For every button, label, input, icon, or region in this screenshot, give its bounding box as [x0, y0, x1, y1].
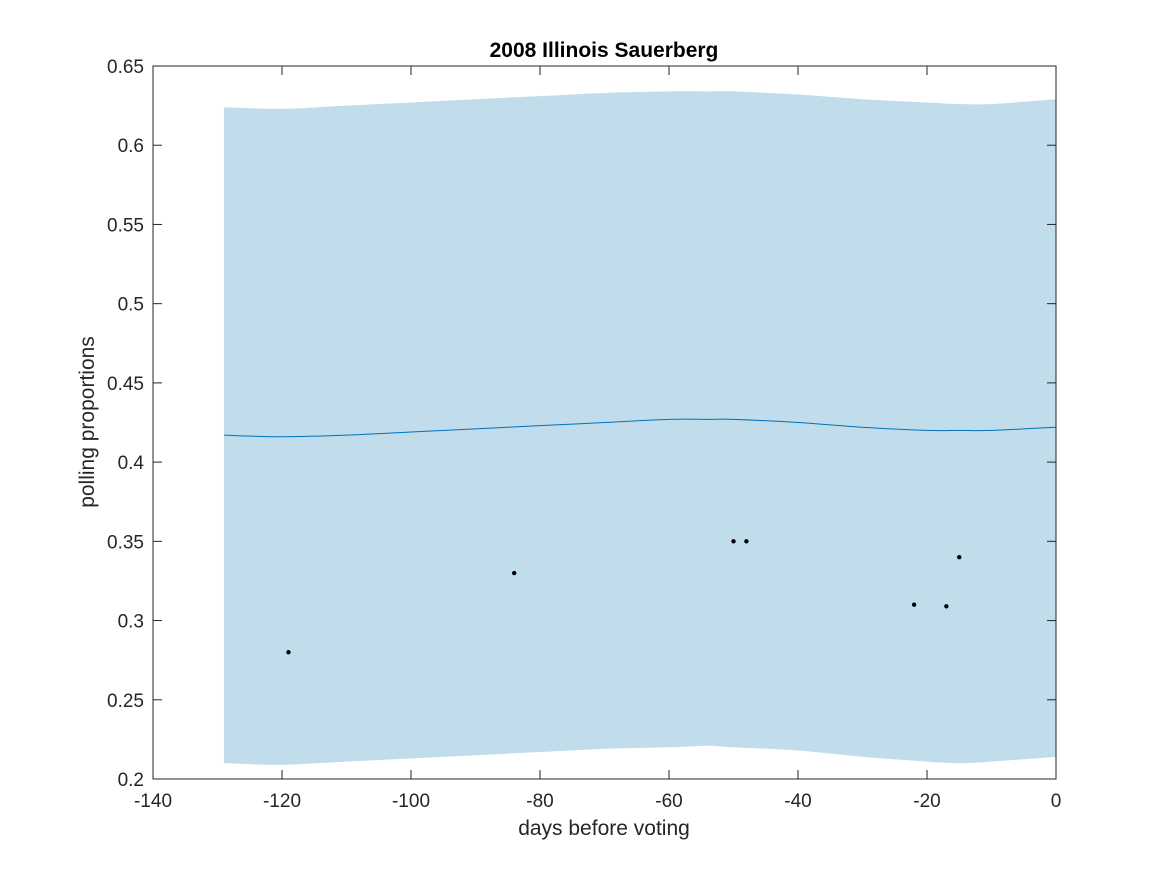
chart-title: 2008 Illinois Sauerberg [490, 39, 719, 62]
x-tick-label: -140 [134, 791, 172, 812]
poll-point-7 [957, 554, 962, 560]
poll-point-4 [744, 539, 749, 544]
x-axis-label: days before voting [518, 817, 690, 840]
x-tick-label: -100 [392, 791, 430, 812]
plot-area: -140 -120 -100 -80 -60 -40 -20 0 0.2 0.25 0.3 0.35 0… [107, 57, 1061, 812]
y-tick-label: 0.5 [118, 295, 144, 316]
y-tick-label: 0.4 [118, 453, 145, 474]
y-tick-label: 0.3 [118, 612, 144, 633]
x-tick-label: -80 [526, 791, 553, 812]
y-tick-label: 0.45 [107, 374, 144, 395]
x-tick-label: 0 [1051, 791, 1062, 812]
y-tick-label: 0.35 [107, 532, 144, 553]
y-axis-label: polling proportions [76, 336, 99, 508]
confidence-band [223, 91, 1056, 765]
x-tick-label: -120 [263, 791, 301, 812]
poll-point-6 [944, 604, 949, 609]
x-tick-label: -40 [784, 791, 811, 812]
x-tick-label: -60 [655, 791, 682, 812]
x-tick-label: -20 [913, 791, 940, 812]
poll-point-1 [286, 650, 291, 655]
poll-point-3 [731, 539, 736, 544]
trend-line [223, 418, 1057, 438]
y-tick-label: 0.25 [107, 691, 144, 712]
y-tick-label: 0.65 [107, 57, 144, 78]
y-tick-label: 0.6 [118, 136, 144, 157]
poll-point-2 [512, 570, 517, 576]
y-tick-label: 0.55 [107, 215, 144, 236]
y-tick-label: 0.2 [118, 770, 144, 791]
axes-box [152, 65, 1057, 780]
poll-point-5 [911, 602, 917, 607]
